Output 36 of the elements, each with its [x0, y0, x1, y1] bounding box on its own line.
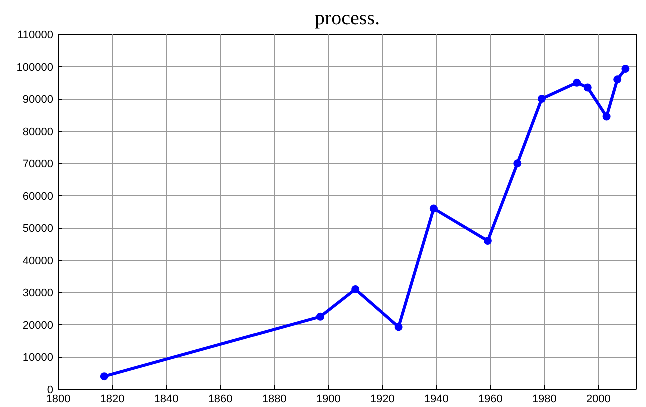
x-tick-label: 1840	[154, 394, 179, 406]
y-tick-label: 110000	[18, 30, 54, 42]
x-tick-label: 1820	[100, 394, 125, 406]
y-tick-label: 30000	[22, 288, 54, 300]
x-tick-label: 1900	[316, 394, 341, 406]
y-tick-label: 40000	[22, 255, 54, 268]
point	[394, 323, 403, 332]
x-tick-label: 2000	[586, 394, 611, 406]
point	[538, 95, 546, 104]
y-tick-label: 50000	[22, 223, 54, 236]
x-tick-label: 1800	[46, 394, 71, 406]
point	[430, 204, 438, 213]
y-tick-label: 100000	[16, 62, 54, 74]
point	[514, 160, 522, 168]
point	[622, 65, 630, 74]
point	[602, 112, 611, 121]
y-tick-label: 10000	[22, 352, 54, 364]
y-tick-label: 60000	[22, 190, 54, 203]
x-tick-label: 1960	[478, 394, 503, 406]
x-tick-label: 1920	[370, 394, 395, 406]
point	[352, 285, 360, 294]
y-tick-label: 70000	[22, 158, 54, 171]
chart-title: process.	[315, 8, 380, 30]
point	[614, 76, 622, 84]
point	[484, 237, 492, 246]
point	[100, 372, 108, 381]
y-tick-label: 80000	[22, 126, 54, 138]
x-tick-label: 1980	[532, 394, 557, 406]
y-tick-label: 90000	[22, 94, 54, 106]
point	[573, 78, 582, 87]
x-tick-label: 1860	[208, 394, 233, 406]
point	[316, 312, 324, 321]
y-tick-label: 20000	[22, 320, 54, 332]
x-tick-label: 1940	[424, 394, 449, 406]
x-tick-label: 1880	[262, 394, 287, 406]
point	[584, 84, 592, 92]
